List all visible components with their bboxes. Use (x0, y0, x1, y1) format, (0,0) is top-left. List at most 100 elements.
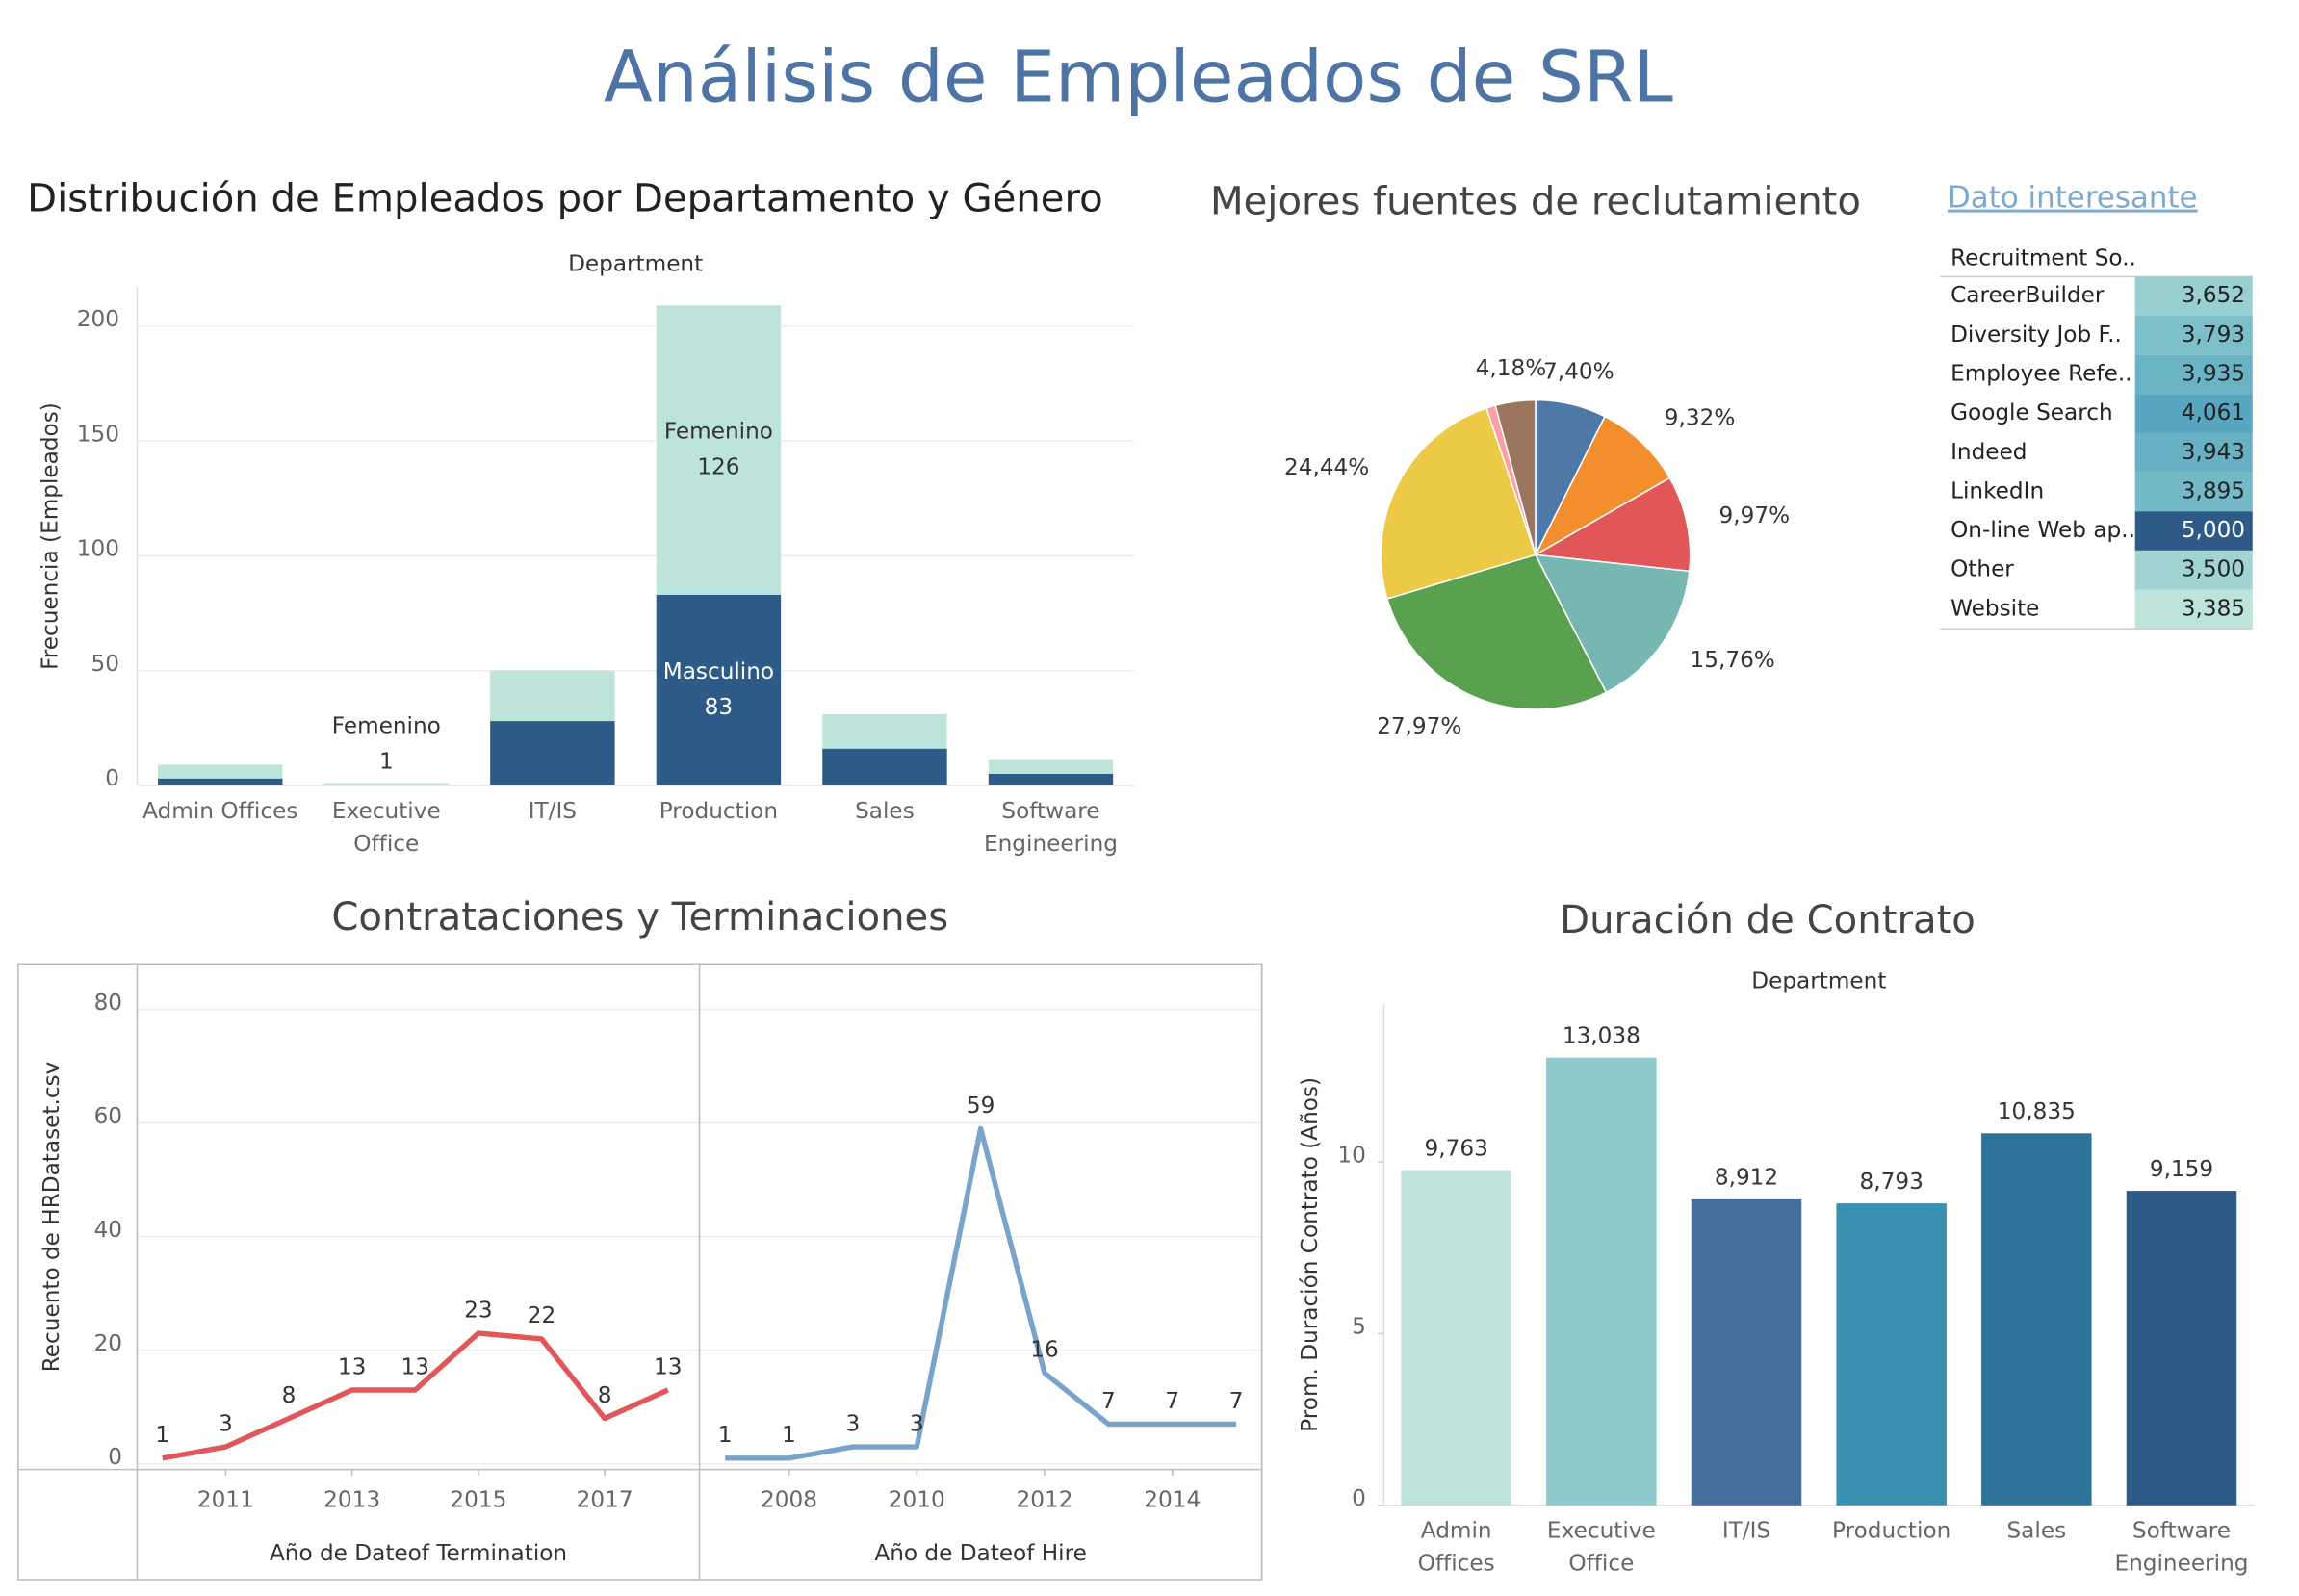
data-label: 1 (379, 748, 394, 774)
x-tick-label: Executive Office (331, 797, 441, 858)
data-label: 7,40% (1543, 358, 1614, 384)
bar (1546, 1057, 1657, 1506)
data-label: 13 (654, 1353, 682, 1379)
pie-slice (1534, 553, 1691, 694)
data-label: 1 (782, 1422, 796, 1448)
table-cell (2134, 550, 2253, 590)
data-label: 3 (219, 1410, 233, 1436)
table-label: Other (1950, 556, 2014, 582)
bar-segment (158, 778, 283, 785)
pie-slice (1380, 406, 1537, 600)
data-label: 126 (697, 454, 739, 480)
bar (1836, 1203, 1947, 1506)
table-cell (2134, 354, 2253, 395)
line-series (162, 1330, 669, 1461)
y-tick-label: 100 (77, 536, 119, 562)
data-label: 9,763 (1425, 1135, 1488, 1161)
y-tick-label: 5 (1352, 1314, 1366, 1340)
pie-slice (1385, 553, 1608, 710)
x-tick-label: IT/IS (1721, 1517, 1771, 1544)
data-label: 1 (718, 1422, 733, 1448)
x-tick-label: Production (1832, 1517, 1951, 1544)
table-value: 3,652 (2182, 282, 2245, 308)
data-label: 7 (1229, 1388, 1244, 1414)
data-label: 16 (1030, 1337, 1058, 1363)
chart-title: Contrataciones y Terminaciones (331, 895, 948, 940)
x-tick-label: 2017 (577, 1487, 633, 1513)
data-label: 13 (401, 1353, 429, 1379)
x-tick-label: Executive Office (1546, 1517, 1656, 1577)
x-tick-label: Software Engineering (2114, 1517, 2249, 1577)
y-tick-label: 0 (105, 765, 119, 791)
table-label: Google Search (1950, 399, 2113, 425)
x-axis-label: Año de Dateof Hire (874, 1540, 1086, 1566)
label-box: IT/IS (1721, 1517, 1771, 1544)
table-label: CareerBuilder (1950, 282, 2105, 308)
table-label: Diversity Job F.. (1950, 322, 2122, 348)
bar-segment (656, 594, 782, 785)
pie-slice (1494, 399, 1537, 555)
data-label: 13,038 (1563, 1023, 1640, 1049)
data-label: 9,97% (1719, 502, 1791, 528)
chart-title: Duración de Contrato (1560, 898, 1976, 942)
chart-title: Mejores fuentes de reclutamiento (1210, 180, 1861, 224)
bar (1691, 1198, 1802, 1506)
y-tick-label: 10 (1337, 1142, 1365, 1168)
table-value: 3,793 (2182, 322, 2245, 348)
table-cell (2134, 432, 2253, 473)
bar-segment (656, 305, 782, 595)
label-box: Production (659, 797, 779, 825)
y-tick-label: 50 (90, 651, 118, 677)
data-label: 8,793 (1860, 1169, 1924, 1195)
table-label: Website (1950, 595, 2039, 621)
label-box: Sales (855, 797, 915, 825)
label-box: Admin Offices (142, 797, 298, 825)
chart-title: Distribución de Empleados por Departamen… (27, 177, 1103, 221)
data-label: 9,32% (1665, 404, 1736, 430)
segment-name: Femenino (664, 419, 773, 445)
label-box: Admin Offices (1417, 1517, 1495, 1577)
y-tick-label: 0 (1352, 1485, 1366, 1511)
table-cell (2134, 511, 2253, 551)
x-tick-label: 2013 (323, 1487, 380, 1513)
data-label: 3 (910, 1410, 924, 1436)
x-tick-label: 2015 (450, 1487, 506, 1513)
x-tick-label: Production (659, 797, 779, 825)
table-cell (2134, 276, 2253, 317)
x-tick-label: 2014 (1144, 1487, 1201, 1513)
table-value: 3,500 (2182, 556, 2245, 582)
main-title: Análisis de Empleados de SRL (604, 36, 1673, 118)
data-label: 22 (528, 1302, 555, 1328)
table-cell (2134, 589, 2253, 630)
bar-segment (323, 783, 450, 785)
segment-name: Masculino (663, 658, 774, 684)
data-label: 15,76% (1691, 647, 1775, 673)
table-cell (2134, 394, 2253, 433)
chart-header: Department (568, 251, 703, 277)
table-cell (2134, 472, 2253, 512)
x-tick-label: Admin Offices (142, 797, 298, 825)
line-series (725, 1125, 1237, 1461)
table-header: Recruitment So.. (1950, 245, 2136, 270)
table-value: 3,935 (2182, 361, 2245, 387)
label-box: IT/IS (528, 797, 578, 825)
label-box: Sales (2006, 1517, 2066, 1544)
x-tick-label: IT/IS (528, 797, 578, 825)
table-label: On-line Web ap.. (1950, 517, 2135, 543)
y-tick-label: 80 (94, 990, 122, 1016)
data-label: 7 (1101, 1388, 1116, 1414)
x-axis-label: Año de Dateof Termination (270, 1540, 567, 1566)
table-cell (2134, 316, 2253, 355)
data-label: 27,97% (1377, 713, 1461, 739)
x-tick-label: Admin Offices (1417, 1517, 1495, 1577)
bar-segment (822, 748, 947, 785)
segment-name: Femenino (332, 712, 441, 738)
bar (2126, 1191, 2237, 1506)
interesting-link[interactable]: Dato interesante (1948, 181, 2198, 216)
data-label: 8 (282, 1382, 297, 1408)
y-axis-label: Prom. Duración Contrato (Años) (1297, 1077, 1323, 1432)
label-box: Production (1832, 1517, 1951, 1544)
x-tick-label: Sales (855, 797, 915, 825)
